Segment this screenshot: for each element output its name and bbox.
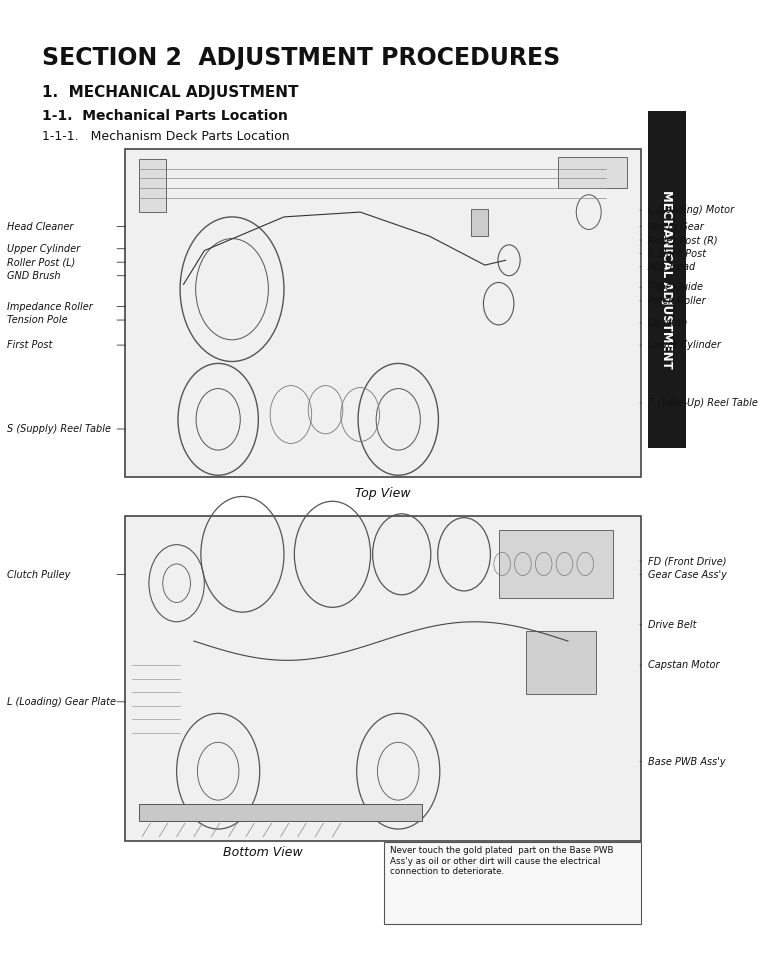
Bar — [384, 842, 641, 924]
Text: Tape Guide: Tape Guide — [648, 282, 703, 292]
Text: Capstan Motor: Capstan Motor — [648, 660, 719, 670]
Text: Pinch Roller: Pinch Roller — [648, 296, 705, 306]
Text: Clutch Pulley: Clutch Pulley — [7, 570, 70, 579]
Bar — [125, 516, 641, 841]
Bar — [138, 804, 422, 821]
Bar — [138, 159, 167, 212]
Text: 1.  MECHANICAL ADJUSTMENT: 1. MECHANICAL ADJUSTMENT — [41, 85, 298, 100]
Text: 1-1-1.   Mechanism Deck Parts Location: 1-1-1. Mechanism Deck Parts Location — [41, 130, 290, 143]
Text: S (Supply) Reel Table: S (Supply) Reel Table — [7, 424, 111, 434]
Text: 1-1.  Mechanical Parts Location: 1-1. Mechanical Parts Location — [41, 109, 287, 123]
Text: Capstan: Capstan — [648, 318, 688, 328]
Text: L (Loading) Motor: L (Loading) Motor — [648, 205, 733, 215]
Bar — [125, 149, 641, 477]
Text: ACE Head: ACE Head — [648, 262, 696, 272]
Text: Base PWB Ass'y: Base PWB Ass'y — [648, 757, 725, 766]
Bar — [526, 631, 596, 694]
Text: Lower Cylinder: Lower Cylinder — [648, 340, 720, 350]
Text: Head Cleaner: Head Cleaner — [7, 222, 73, 231]
Text: L (Loading) Gear Plate: L (Loading) Gear Plate — [7, 697, 116, 707]
Text: Impedance Roller: Impedance Roller — [7, 302, 92, 311]
Text: Worm Gear: Worm Gear — [648, 222, 704, 231]
Text: First Post: First Post — [7, 340, 52, 350]
Bar — [558, 157, 626, 188]
Text: Upper Cylinder: Upper Cylinder — [7, 244, 80, 254]
Text: Drive Belt: Drive Belt — [648, 620, 696, 629]
Text: GND Brush: GND Brush — [7, 271, 60, 281]
Bar — [499, 530, 613, 598]
Text: Never touch the gold plated  part on the Base PWB
Ass'y as oil or other dirt wil: Never touch the gold plated part on the … — [390, 846, 613, 876]
Text: Tension Pole: Tension Pole — [7, 315, 67, 325]
Bar — [471, 209, 488, 236]
Text: SECTION 2  ADJUSTMENT PROCEDURES: SECTION 2 ADJUSTMENT PROCEDURES — [41, 46, 560, 70]
Text: Roller Post (R): Roller Post (R) — [648, 235, 717, 245]
Text: Gear Case Ass'y: Gear Case Ass'y — [648, 570, 727, 579]
Text: T (Take-Up) Reel Table: T (Take-Up) Reel Table — [648, 398, 757, 408]
Text: Top View: Top View — [354, 487, 410, 499]
Text: Roller Post (L): Roller Post (L) — [7, 257, 75, 267]
Text: T Slant Post: T Slant Post — [648, 249, 706, 258]
Text: FD (Front Drive): FD (Front Drive) — [648, 556, 726, 566]
Text: Bottom View: Bottom View — [223, 846, 303, 859]
Text: MECHANICAL ADJUSTMENT: MECHANICAL ADJUSTMENT — [660, 190, 673, 369]
FancyBboxPatch shape — [648, 111, 685, 448]
